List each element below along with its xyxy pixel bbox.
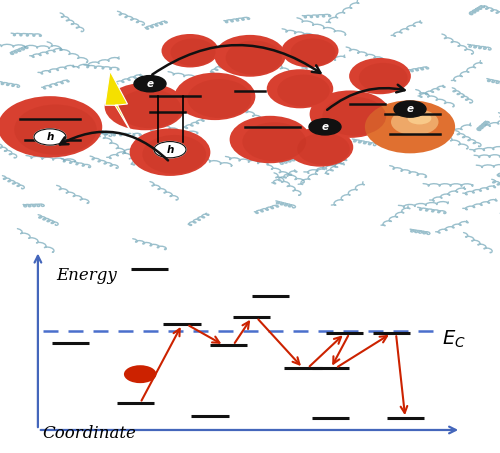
- Ellipse shape: [310, 91, 390, 138]
- Ellipse shape: [104, 83, 186, 130]
- Ellipse shape: [174, 72, 256, 120]
- Ellipse shape: [142, 135, 206, 174]
- Ellipse shape: [0, 96, 102, 158]
- Ellipse shape: [359, 63, 408, 92]
- Ellipse shape: [230, 116, 310, 163]
- Ellipse shape: [162, 34, 218, 67]
- Text: e: e: [146, 79, 154, 89]
- Ellipse shape: [14, 105, 97, 155]
- Circle shape: [34, 129, 66, 145]
- Ellipse shape: [267, 69, 333, 108]
- Ellipse shape: [349, 58, 411, 94]
- Ellipse shape: [290, 39, 336, 66]
- Ellipse shape: [282, 34, 339, 67]
- Ellipse shape: [277, 75, 330, 106]
- Ellipse shape: [391, 109, 438, 135]
- Ellipse shape: [214, 35, 286, 77]
- Text: e: e: [322, 122, 328, 132]
- Text: Coordinate: Coordinate: [42, 425, 136, 442]
- Ellipse shape: [287, 128, 353, 167]
- Ellipse shape: [365, 100, 455, 154]
- Circle shape: [309, 119, 341, 135]
- Ellipse shape: [322, 97, 386, 136]
- Text: $E_C$: $E_C$: [442, 328, 466, 350]
- Circle shape: [134, 76, 166, 92]
- Ellipse shape: [130, 129, 210, 176]
- Ellipse shape: [226, 41, 282, 75]
- Ellipse shape: [124, 365, 156, 383]
- Ellipse shape: [118, 89, 181, 128]
- Circle shape: [394, 101, 426, 117]
- Polygon shape: [105, 71, 132, 135]
- Text: Energy: Energy: [56, 266, 117, 284]
- Ellipse shape: [242, 122, 306, 161]
- Ellipse shape: [170, 39, 216, 66]
- Ellipse shape: [297, 133, 350, 165]
- Text: e: e: [406, 104, 414, 114]
- Circle shape: [154, 141, 186, 158]
- Ellipse shape: [188, 79, 251, 118]
- Text: h: h: [166, 145, 173, 154]
- Ellipse shape: [408, 112, 432, 125]
- Text: h: h: [46, 132, 54, 142]
